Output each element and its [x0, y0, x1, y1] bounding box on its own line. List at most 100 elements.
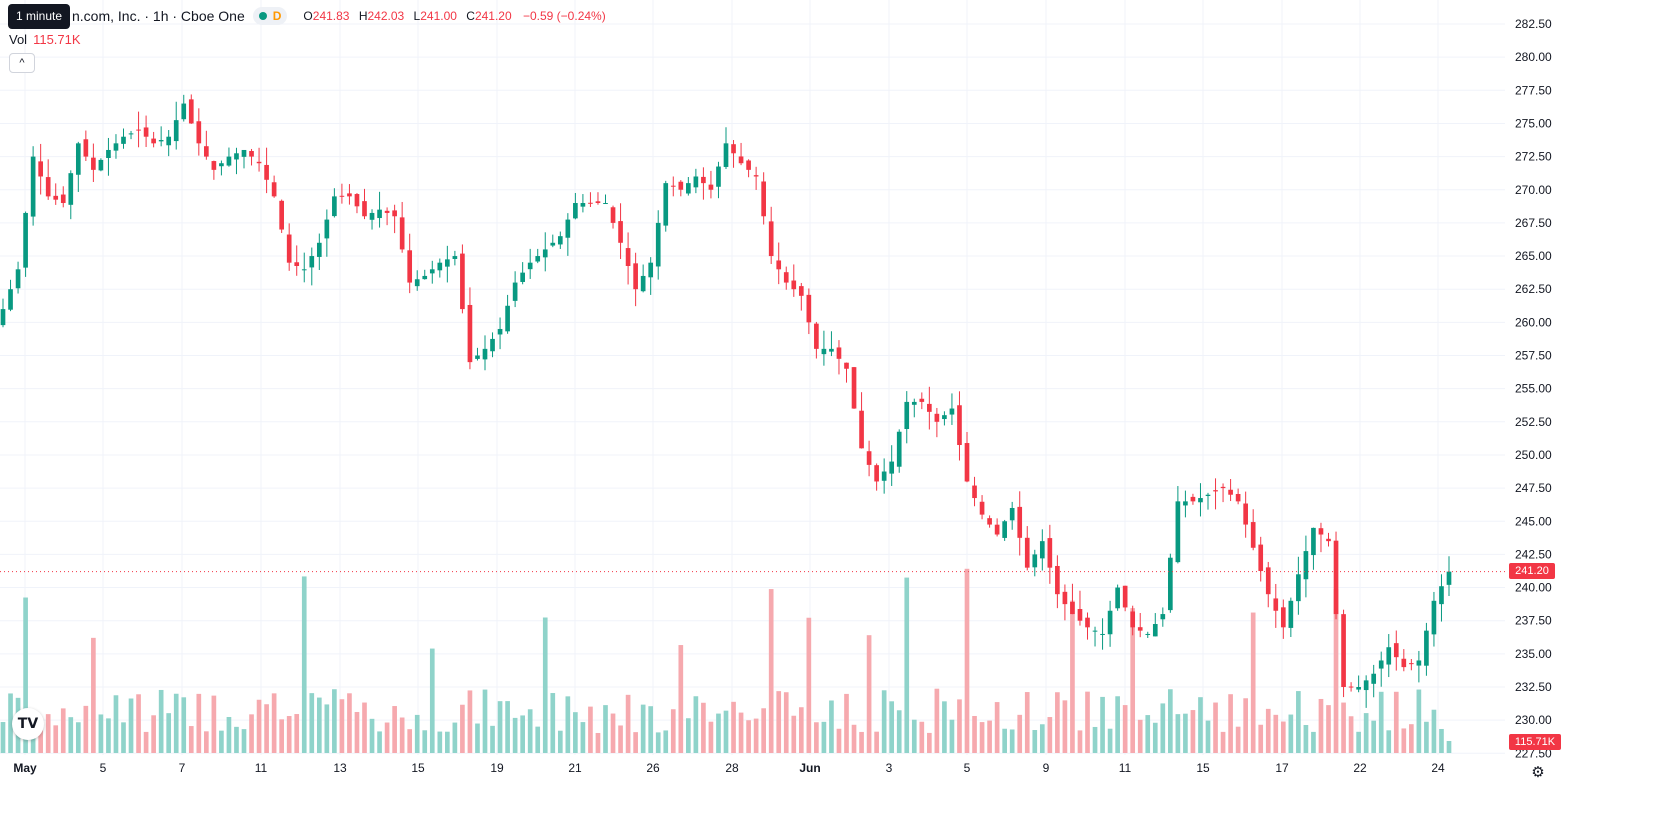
candle-body — [158, 140, 164, 142]
volume-bar — [1439, 728, 1444, 753]
volume-bar — [279, 719, 284, 753]
symbol-title[interactable]: n.com, Inc. · 1h · Cboe One — [72, 8, 245, 24]
candle-body — [354, 194, 360, 207]
candle-body — [128, 133, 134, 135]
volume-bar — [1228, 694, 1233, 753]
volume-bar — [1137, 719, 1143, 753]
volume-bar — [1386, 730, 1392, 753]
market-status-pill[interactable]: D — [252, 7, 288, 25]
volume-bar — [1333, 588, 1339, 753]
volume-bar — [648, 706, 654, 753]
candle-body — [1205, 494, 1211, 497]
volume-bar — [1431, 709, 1437, 753]
volume-bar — [324, 704, 330, 753]
candle-body — [1107, 610, 1113, 635]
candle-body — [1220, 486, 1226, 489]
volume-bar — [655, 732, 661, 753]
volume-bar — [588, 706, 593, 753]
time-tick-label: 13 — [333, 761, 347, 775]
candle-body — [964, 443, 970, 482]
candle-body — [219, 163, 224, 167]
time-tick-label: 11 — [255, 761, 268, 775]
candle-body — [829, 348, 834, 352]
volume-bar — [362, 702, 367, 753]
volume-tag: 115.71K — [1509, 734, 1561, 750]
candle-body — [979, 501, 985, 515]
time-axis[interactable]: May 5 7 11 13 15 19 21 26 28 Jun 3 5 9 11 15 17 22 24 — [13, 761, 1445, 775]
volume-bar — [219, 730, 224, 753]
volume-bar — [640, 704, 646, 753]
candle-body — [708, 184, 714, 190]
volume-bar — [821, 721, 827, 753]
volume-bar — [347, 693, 352, 753]
volume-bar — [392, 706, 397, 753]
volume-bar — [701, 702, 706, 753]
candle-body — [520, 272, 525, 282]
time-tick-label: 11 — [1119, 761, 1132, 775]
candle-body — [663, 183, 669, 226]
tradingview-logo-icon[interactable]: TV — [12, 708, 44, 740]
volume-bar — [1017, 714, 1023, 753]
candle-body — [1303, 551, 1309, 580]
close-value: 241.20 — [474, 9, 512, 23]
candle-body — [911, 401, 917, 405]
candle-body — [1265, 567, 1271, 595]
high-label: H — [358, 9, 368, 23]
candle-body — [256, 161, 262, 164]
volume-bar — [83, 705, 89, 753]
candle-body — [1288, 600, 1294, 628]
time-tick-label: 19 — [490, 761, 504, 775]
candle-body — [716, 166, 721, 187]
candle-body — [347, 193, 352, 197]
candle-body — [1326, 538, 1331, 542]
candle-body — [1356, 687, 1361, 690]
candle-body — [542, 249, 548, 258]
volume-bar — [475, 723, 480, 753]
volume-value: 115.71K — [33, 32, 81, 47]
volume-bar — [60, 708, 66, 753]
volume-bar — [1341, 702, 1346, 753]
volume-bar — [106, 718, 111, 753]
candle-body — [166, 136, 172, 146]
volume-bar — [1085, 691, 1090, 753]
market-open-icon — [258, 12, 267, 20]
candle-body — [987, 518, 992, 525]
candle-body — [279, 200, 284, 230]
volume-bar — [964, 568, 970, 753]
open-value: 241.83 — [312, 9, 350, 23]
price-tick-label: 275.00 — [1515, 116, 1552, 130]
volume-bar — [490, 725, 495, 753]
candle-body — [1009, 507, 1015, 521]
price-axis[interactable]: 282.50 280.00 277.50 275.00 272.50 270.00 267.… — [1515, 17, 1552, 760]
volume-bar — [271, 693, 277, 753]
candle-body — [339, 195, 345, 197]
volume-bar — [53, 725, 59, 753]
candle-body — [806, 294, 812, 323]
time-tick-label: 24 — [1431, 761, 1445, 775]
price-tick-label: 250.00 — [1515, 448, 1552, 462]
candle-body — [1378, 660, 1384, 669]
volume-bar — [1115, 696, 1120, 753]
candle-body — [467, 304, 473, 363]
volume-bar — [1348, 716, 1354, 753]
settings-icon[interactable]: ⚙ — [1531, 764, 1545, 781]
candle-body — [460, 253, 465, 310]
volume-bar — [557, 730, 563, 753]
volume-bar — [896, 710, 902, 753]
collapse-legend-button[interactable]: ^ — [9, 53, 35, 73]
candle-body — [113, 143, 119, 151]
candle-body — [475, 355, 480, 359]
candle-body — [701, 176, 706, 184]
candle-body — [889, 461, 895, 474]
volume-bar — [520, 715, 525, 753]
high-value: 242.03 — [367, 9, 405, 23]
candle-body — [1235, 493, 1241, 502]
candle-body — [844, 362, 849, 369]
volume-bar — [716, 713, 721, 753]
candle-body — [1190, 496, 1196, 502]
candle-body — [1348, 686, 1354, 688]
volume-bar — [761, 708, 766, 753]
candle-body — [136, 129, 141, 131]
candle-body — [640, 275, 646, 292]
